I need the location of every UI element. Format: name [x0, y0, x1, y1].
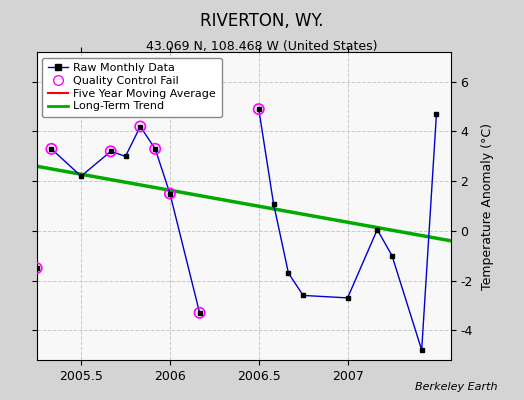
- Text: Berkeley Earth: Berkeley Earth: [416, 382, 498, 392]
- Point: [151, 146, 159, 152]
- Point: [106, 148, 115, 154]
- Point: [136, 123, 145, 130]
- Point: [255, 106, 263, 112]
- Legend: Raw Monthly Data, Quality Control Fail, Five Year Moving Average, Long-Term Tren: Raw Monthly Data, Quality Control Fail, …: [42, 58, 222, 117]
- Text: RIVERTON, WY.: RIVERTON, WY.: [200, 12, 324, 30]
- Y-axis label: Temperature Anomaly (°C): Temperature Anomaly (°C): [481, 122, 494, 290]
- Text: 43.069 N, 108.468 W (United States): 43.069 N, 108.468 W (United States): [146, 40, 378, 53]
- Point: [32, 265, 41, 271]
- Point: [166, 190, 174, 197]
- Point: [47, 146, 56, 152]
- Point: [195, 310, 204, 316]
